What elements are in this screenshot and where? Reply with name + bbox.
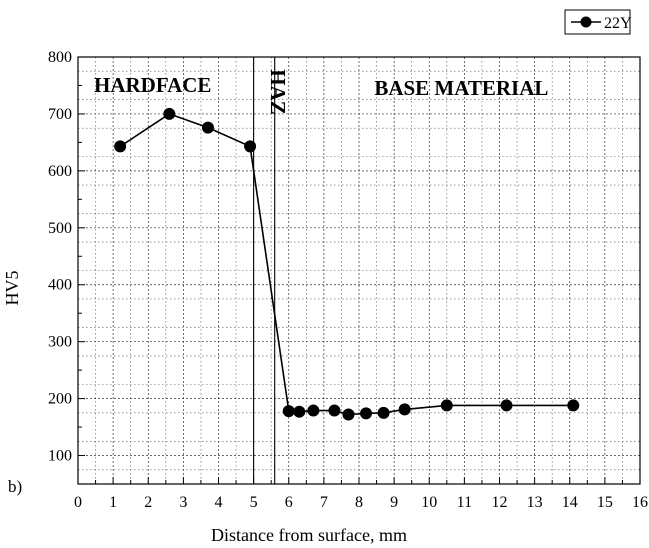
x-tick-label: 11 — [457, 494, 472, 511]
data-point — [244, 140, 257, 153]
data-point — [500, 399, 513, 412]
y-tick-label: 400 — [48, 277, 72, 294]
data-point — [440, 399, 453, 412]
y-tick-label: 500 — [48, 220, 72, 237]
tick-labels: 0 1 2 3 4 5 6 7 8 9 10 11 12 13 14 15 161002003004005006… — [48, 49, 648, 511]
y-tick-label: 800 — [48, 49, 72, 66]
x-tick-label: 6 — [285, 494, 293, 511]
legend: 22Y — [564, 9, 632, 35]
region-label-base-material: BASE MATERIAL — [374, 76, 548, 100]
x-tick-label: 9 — [390, 494, 398, 511]
x-tick-label: 8 — [355, 494, 363, 511]
region-boundaries — [253, 57, 276, 484]
data-point — [567, 399, 580, 412]
region-labels: HARDFACE HAZ BASE MATERIAL — [94, 69, 548, 115]
y-tick-label: 600 — [48, 163, 72, 180]
x-tick-label: 10 — [421, 494, 437, 511]
x-tick-label: 0 — [74, 494, 82, 511]
region-label-hardface: HARDFACE — [94, 73, 211, 97]
data-point — [201, 121, 214, 134]
data-point — [377, 406, 390, 419]
data-point — [163, 107, 176, 120]
x-tick-label: 3 — [179, 494, 187, 511]
x-axis-title: Distance from surface, mm — [211, 525, 407, 545]
grid-lines — [78, 57, 640, 484]
data-point — [360, 407, 373, 420]
x-tick-label: 7 — [320, 494, 328, 511]
series-lines — [119, 113, 574, 416]
series-points — [114, 107, 580, 421]
x-tick-label: 14 — [562, 494, 578, 511]
region-label-haz: HAZ — [266, 69, 290, 115]
x-tick-label: 2 — [144, 494, 152, 511]
legend-label: 22Y — [604, 15, 632, 32]
y-tick-label: 100 — [48, 448, 72, 465]
y-tick-label: 300 — [48, 334, 72, 351]
y-axis-title: HV5 — [2, 271, 22, 306]
data-point — [307, 404, 320, 417]
axis-ticks — [77, 56, 641, 484]
x-tick-label: 16 — [632, 494, 648, 511]
x-tick-label: 12 — [492, 494, 508, 511]
data-point — [114, 140, 127, 153]
data-point — [398, 403, 411, 416]
x-tick-label: 13 — [527, 494, 543, 511]
x-tick-label: 5 — [250, 494, 258, 511]
data-point — [293, 405, 306, 418]
data-point — [342, 408, 355, 421]
y-tick-label: 700 — [48, 106, 72, 123]
y-tick-label: 200 — [48, 391, 72, 408]
data-point — [282, 405, 295, 418]
x-tick-label: 15 — [597, 494, 613, 511]
x-tick-label: 1 — [109, 494, 117, 511]
data-point — [328, 404, 341, 417]
x-tick-label: 4 — [215, 494, 223, 511]
series-line-22Y — [119, 113, 574, 416]
legend-box — [564, 9, 631, 35]
legend-marker-sample — [580, 16, 592, 28]
panel-label: b) — [8, 477, 22, 496]
